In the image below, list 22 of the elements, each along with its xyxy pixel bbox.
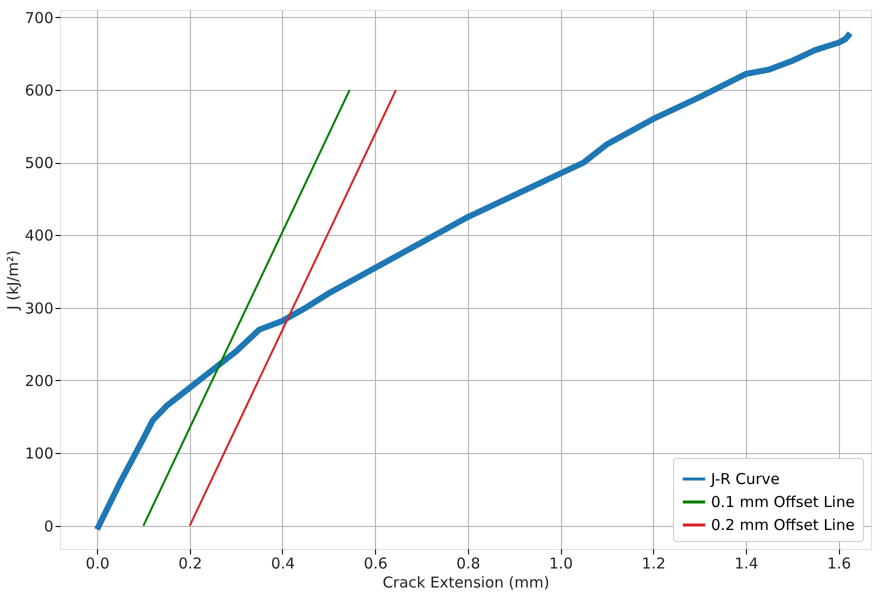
legend-label: 0.1 mm Offset Line [711,493,855,511]
y-tick-label: 700 [24,8,54,27]
x-tick-label: 0.0 [86,554,110,572]
x-tick-label: 0.4 [271,554,295,572]
x-tick-label: 1.2 [642,554,666,572]
y-tick-label: 100 [24,444,54,463]
x-tick-label: 1.0 [549,554,573,572]
y-tick-label: 300 [24,299,54,318]
y-tick-label: 600 [24,81,54,100]
x-tick-label: 0.2 [178,554,202,572]
x-axis-title: Crack Extension (mm) [382,574,550,592]
y-tick-label: 400 [24,226,54,245]
x-tick-label: 1.6 [827,554,851,572]
y-axis-title: J (kJ/m²) [4,250,22,311]
y-tick-label: 500 [24,154,54,172]
y-tick-label: 200 [24,372,54,390]
legend-label: 0.2 mm Offset Line [711,516,855,534]
x-tick-label: 1.4 [734,554,758,572]
x-tick-label: 0.6 [364,554,388,572]
y-tick-label: 0 [44,517,54,536]
legend-label: J-R Curve [710,470,780,488]
x-tick-label: 0.8 [456,554,480,572]
